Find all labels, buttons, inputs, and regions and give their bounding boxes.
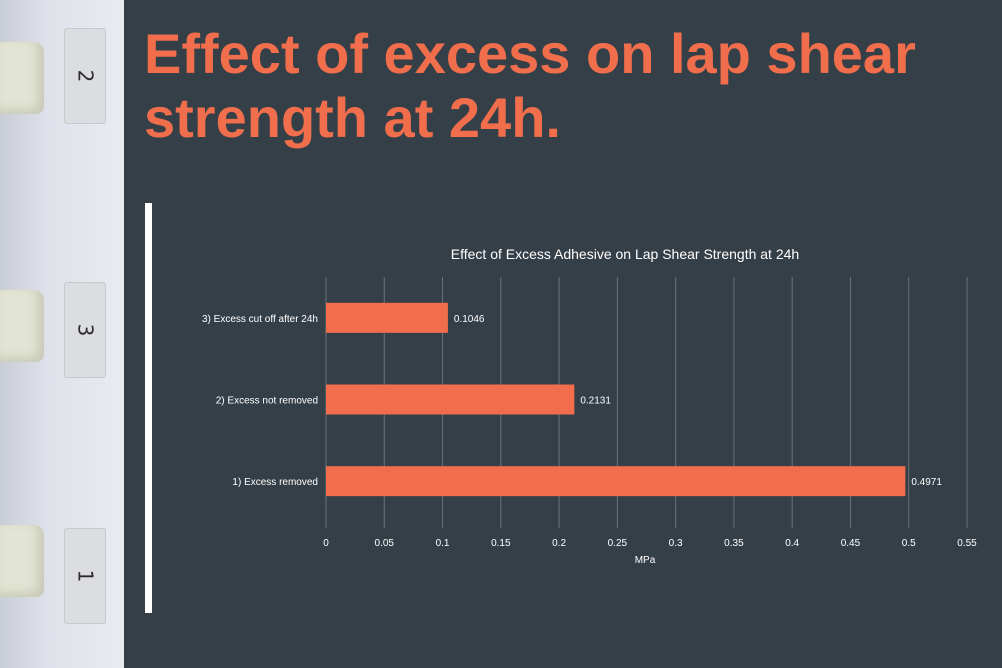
x-tick-label: 0.05 — [375, 538, 395, 549]
photo-label-3: 3 — [72, 323, 97, 337]
tape-label: 1 — [64, 528, 106, 624]
tape-label: 3 — [64, 282, 106, 378]
photo-label-2: 2 — [72, 69, 97, 83]
specimen-sample-3 — [0, 290, 44, 362]
specimen-photo: 2 3 1 — [0, 0, 124, 668]
bar — [326, 384, 575, 415]
bar-chart: Effect of Excess Adhesive on Lap Shear S… — [202, 246, 977, 566]
tape-label: 2 — [64, 28, 106, 124]
specimen-sample-1 — [0, 525, 44, 597]
bar — [326, 302, 448, 333]
y-category-label: 3) Excess cut off after 24h — [202, 314, 318, 325]
y-category-label: 2) Excess not removed — [216, 396, 318, 407]
x-tick-label: 0.25 — [608, 538, 628, 549]
specimen-sample-2 — [0, 42, 44, 114]
bar — [326, 466, 906, 497]
chart-title: Effect of Excess Adhesive on Lap Shear S… — [451, 246, 799, 262]
x-tick-label: 0.55 — [957, 538, 977, 549]
divider-bar — [145, 203, 152, 613]
x-tick-label: 0.3 — [669, 538, 683, 549]
x-tick-label: 0.2 — [552, 538, 566, 549]
data-label: 0.4971 — [911, 477, 942, 488]
x-tick-label: 0.1 — [436, 538, 450, 549]
x-tick-label: 0 — [323, 538, 329, 549]
x-tick-label: 0.5 — [902, 538, 916, 549]
x-tick-label: 0.4 — [785, 538, 799, 549]
x-axis-label: MPa — [635, 555, 656, 566]
x-tick-label: 0.45 — [841, 538, 861, 549]
data-label: 0.1046 — [454, 314, 485, 325]
x-tick-label: 0.15 — [491, 538, 511, 549]
bars — [326, 302, 906, 497]
data-label: 0.2131 — [580, 396, 611, 407]
photo-label-1: 1 — [72, 569, 97, 583]
y-category-label: 1) Excess removed — [232, 477, 318, 488]
slide-title: Effect of excess on lap shear strength a… — [144, 22, 916, 149]
labels: 0 0.05 0.1 0.15 0.2 0.25 0.3 0.35 0.4 0.45 0.5 0.55… — [202, 314, 977, 549]
x-tick-label: 0.35 — [724, 538, 744, 549]
